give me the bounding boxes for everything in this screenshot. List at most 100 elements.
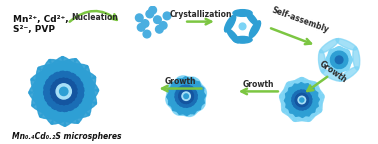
Circle shape — [298, 96, 306, 104]
Ellipse shape — [330, 60, 342, 69]
Ellipse shape — [293, 92, 309, 96]
Ellipse shape — [59, 91, 91, 118]
Ellipse shape — [293, 109, 322, 121]
Ellipse shape — [353, 47, 360, 70]
Ellipse shape — [51, 78, 64, 97]
Ellipse shape — [288, 88, 292, 113]
Ellipse shape — [330, 51, 342, 60]
Ellipse shape — [57, 93, 77, 103]
Ellipse shape — [190, 89, 195, 106]
Circle shape — [149, 6, 156, 14]
Ellipse shape — [44, 87, 65, 112]
Ellipse shape — [331, 52, 337, 65]
Ellipse shape — [45, 98, 77, 108]
Ellipse shape — [166, 101, 192, 116]
Ellipse shape — [312, 87, 316, 112]
Ellipse shape — [225, 15, 236, 32]
Ellipse shape — [187, 89, 192, 101]
Ellipse shape — [47, 73, 57, 104]
Ellipse shape — [44, 73, 74, 87]
Ellipse shape — [330, 48, 349, 54]
Ellipse shape — [169, 77, 196, 88]
Circle shape — [335, 56, 343, 64]
Text: Growth: Growth — [243, 79, 274, 89]
Ellipse shape — [38, 82, 59, 118]
Ellipse shape — [172, 91, 184, 111]
Ellipse shape — [313, 82, 322, 112]
Ellipse shape — [304, 87, 315, 105]
Ellipse shape — [188, 91, 192, 103]
Ellipse shape — [46, 81, 59, 111]
Ellipse shape — [175, 85, 189, 97]
Ellipse shape — [337, 51, 348, 60]
Ellipse shape — [282, 82, 291, 112]
Ellipse shape — [176, 105, 204, 115]
Circle shape — [239, 23, 246, 30]
Ellipse shape — [171, 96, 189, 111]
Text: S²⁻, PVP: S²⁻, PVP — [13, 25, 55, 34]
Ellipse shape — [52, 96, 74, 101]
Text: Mn²⁺, Cd²⁺,: Mn²⁺, Cd²⁺, — [13, 15, 69, 24]
Ellipse shape — [166, 76, 181, 102]
Ellipse shape — [36, 67, 44, 117]
Ellipse shape — [308, 93, 318, 116]
Ellipse shape — [176, 100, 193, 105]
Text: Self-assembly: Self-assembly — [270, 5, 330, 35]
Ellipse shape — [181, 91, 193, 94]
Ellipse shape — [292, 101, 305, 109]
Ellipse shape — [186, 93, 193, 104]
Ellipse shape — [71, 79, 80, 110]
Ellipse shape — [56, 72, 84, 90]
Ellipse shape — [68, 80, 73, 102]
Ellipse shape — [296, 105, 318, 116]
Ellipse shape — [307, 95, 324, 121]
Ellipse shape — [336, 39, 357, 50]
Ellipse shape — [49, 59, 96, 78]
Ellipse shape — [292, 91, 307, 98]
Ellipse shape — [290, 110, 314, 114]
Ellipse shape — [326, 59, 340, 73]
Ellipse shape — [54, 96, 83, 109]
Ellipse shape — [179, 87, 196, 92]
Ellipse shape — [178, 79, 204, 89]
Ellipse shape — [51, 80, 71, 90]
Ellipse shape — [304, 90, 311, 105]
Ellipse shape — [293, 104, 308, 108]
Ellipse shape — [183, 81, 201, 96]
Ellipse shape — [298, 94, 308, 99]
Ellipse shape — [297, 94, 300, 104]
Ellipse shape — [60, 79, 77, 93]
Ellipse shape — [181, 98, 193, 102]
FancyArrowPatch shape — [70, 11, 117, 22]
Ellipse shape — [51, 90, 68, 104]
Circle shape — [163, 12, 171, 20]
Ellipse shape — [168, 89, 180, 114]
Ellipse shape — [291, 91, 296, 112]
Ellipse shape — [54, 80, 59, 103]
Ellipse shape — [76, 74, 86, 115]
Ellipse shape — [345, 50, 351, 69]
Ellipse shape — [298, 101, 308, 106]
Ellipse shape — [68, 82, 90, 118]
Circle shape — [56, 84, 71, 99]
Text: Growth: Growth — [165, 77, 196, 86]
Ellipse shape — [300, 99, 312, 110]
Ellipse shape — [53, 83, 61, 104]
Ellipse shape — [182, 86, 197, 95]
Ellipse shape — [175, 85, 198, 88]
Ellipse shape — [338, 47, 352, 61]
Ellipse shape — [286, 84, 295, 107]
Ellipse shape — [300, 78, 324, 98]
Ellipse shape — [300, 94, 308, 101]
Ellipse shape — [301, 90, 312, 102]
Ellipse shape — [193, 88, 204, 114]
Ellipse shape — [179, 90, 190, 96]
Ellipse shape — [303, 96, 311, 110]
Ellipse shape — [288, 100, 304, 113]
Ellipse shape — [291, 90, 312, 93]
Ellipse shape — [289, 95, 300, 113]
Ellipse shape — [174, 87, 180, 109]
Ellipse shape — [286, 94, 296, 116]
Ellipse shape — [321, 70, 342, 81]
Text: Growth: Growth — [318, 59, 349, 85]
